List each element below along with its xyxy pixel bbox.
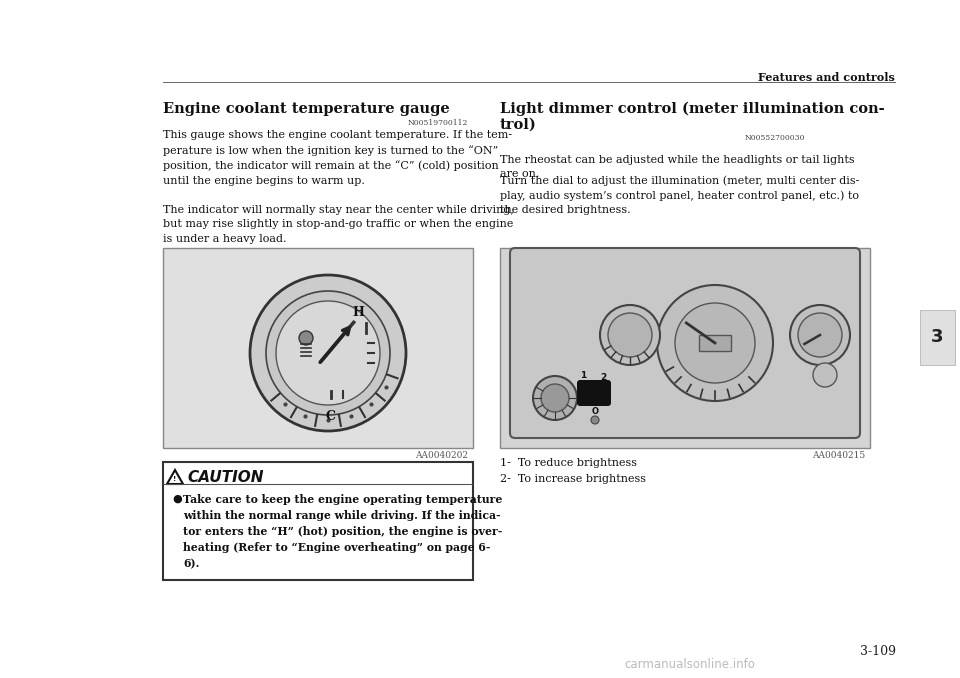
FancyBboxPatch shape: [510, 248, 860, 438]
Text: AA0040202: AA0040202: [415, 451, 468, 460]
Text: 3-109: 3-109: [860, 645, 896, 658]
FancyBboxPatch shape: [500, 248, 870, 448]
Text: carmanualsonline.info: carmanualsonline.info: [625, 658, 756, 671]
Circle shape: [541, 384, 569, 412]
Circle shape: [813, 363, 837, 387]
Circle shape: [276, 301, 380, 405]
Circle shape: [591, 416, 599, 424]
Circle shape: [608, 313, 652, 357]
Circle shape: [250, 275, 406, 431]
Text: The rheostat can be adjusted while the headlights or tail lights
are on.: The rheostat can be adjusted while the h…: [500, 155, 854, 180]
Text: Light dimmer control (meter illumination con-: Light dimmer control (meter illumination…: [500, 102, 884, 117]
FancyBboxPatch shape: [163, 462, 473, 580]
Text: C: C: [326, 410, 336, 422]
Text: N00552700030: N00552700030: [745, 134, 805, 142]
Text: Take care to keep the engine operating temperature
within the normal range while: Take care to keep the engine operating t…: [183, 494, 502, 569]
Text: ●: ●: [172, 494, 181, 504]
Text: N00519700112: N00519700112: [408, 119, 468, 127]
Text: 2: 2: [600, 372, 606, 382]
Text: 1: 1: [580, 370, 587, 380]
Circle shape: [798, 313, 842, 357]
Circle shape: [790, 305, 850, 365]
Circle shape: [533, 376, 577, 420]
Text: trol): trol): [500, 118, 537, 132]
Circle shape: [266, 291, 390, 415]
Text: Engine coolant temperature gauge: Engine coolant temperature gauge: [163, 102, 449, 116]
Text: O: O: [591, 407, 598, 416]
Text: H: H: [352, 306, 364, 319]
Text: !: !: [174, 476, 177, 482]
Circle shape: [657, 285, 773, 401]
Text: Turn the dial to adjust the illumination (meter, multi center dis-
play, audio s: Turn the dial to adjust the illumination…: [500, 175, 859, 215]
Text: Features and controls: Features and controls: [758, 72, 895, 83]
FancyBboxPatch shape: [920, 310, 955, 365]
Text: 1-  To reduce brightness: 1- To reduce brightness: [500, 458, 637, 468]
FancyBboxPatch shape: [163, 248, 473, 448]
Text: AA0040215: AA0040215: [812, 451, 865, 460]
Text: 2-  To increase brightness: 2- To increase brightness: [500, 474, 646, 484]
Text: This gauge shows the engine coolant temperature. If the tem-
perature is low whe: This gauge shows the engine coolant temp…: [163, 130, 512, 186]
Text: 3: 3: [931, 329, 944, 346]
Text: The indicator will normally stay near the center while driving,
but may rise sli: The indicator will normally stay near th…: [163, 205, 514, 244]
FancyBboxPatch shape: [577, 380, 611, 406]
Circle shape: [675, 303, 755, 383]
FancyBboxPatch shape: [699, 335, 731, 351]
Circle shape: [600, 305, 660, 365]
Text: CAUTION: CAUTION: [187, 470, 263, 485]
Circle shape: [299, 331, 313, 345]
